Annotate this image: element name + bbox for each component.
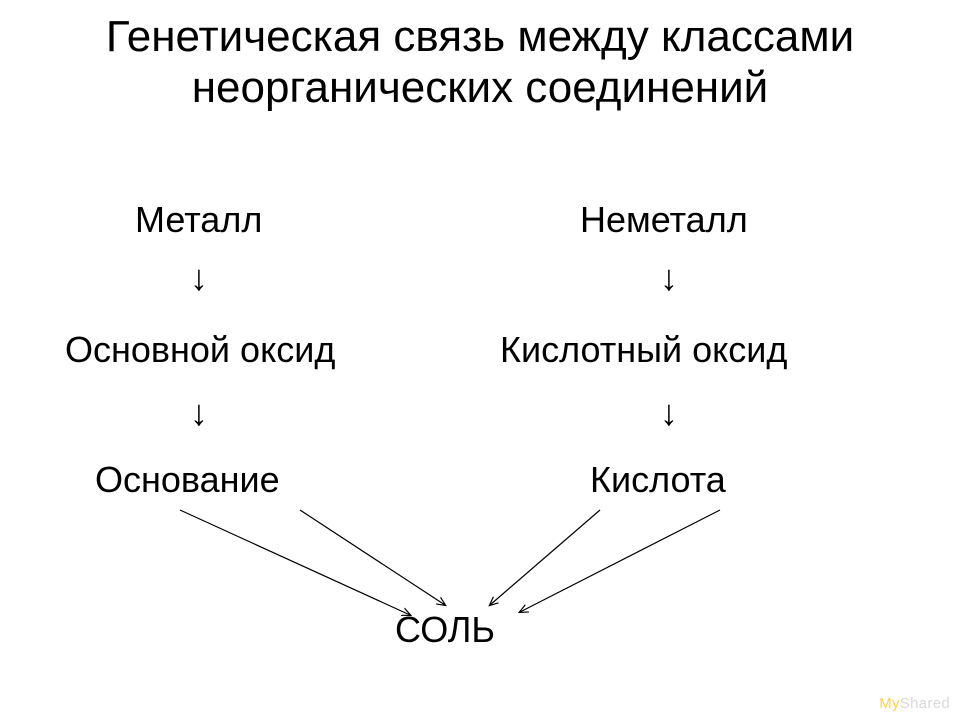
arrow-down-icon: ↓ xyxy=(660,395,678,431)
node-basic-oxide: Основной оксид xyxy=(65,330,335,370)
arrow-down-icon: ↓ xyxy=(190,395,208,431)
node-metal: Металл xyxy=(135,200,262,240)
slide: Генетическая связь между классами неорга… xyxy=(0,0,960,720)
arrow-down-icon: ↓ xyxy=(190,260,208,296)
node-salt: СОЛЬ xyxy=(395,610,495,650)
arrow-down-icon: ↓ xyxy=(660,260,678,296)
slide-title: Генетическая связь между классами неорга… xyxy=(0,12,960,113)
node-acid: Кислота xyxy=(590,460,726,500)
node-nonmetal: Неметалл xyxy=(580,200,748,240)
watermark-prefix: My xyxy=(879,695,900,712)
node-base: Основание xyxy=(95,460,280,500)
node-acidic-oxide: Кислотный оксид xyxy=(500,330,787,370)
watermark-rest: Shared xyxy=(900,695,950,712)
watermark: MyShared xyxy=(879,695,950,712)
